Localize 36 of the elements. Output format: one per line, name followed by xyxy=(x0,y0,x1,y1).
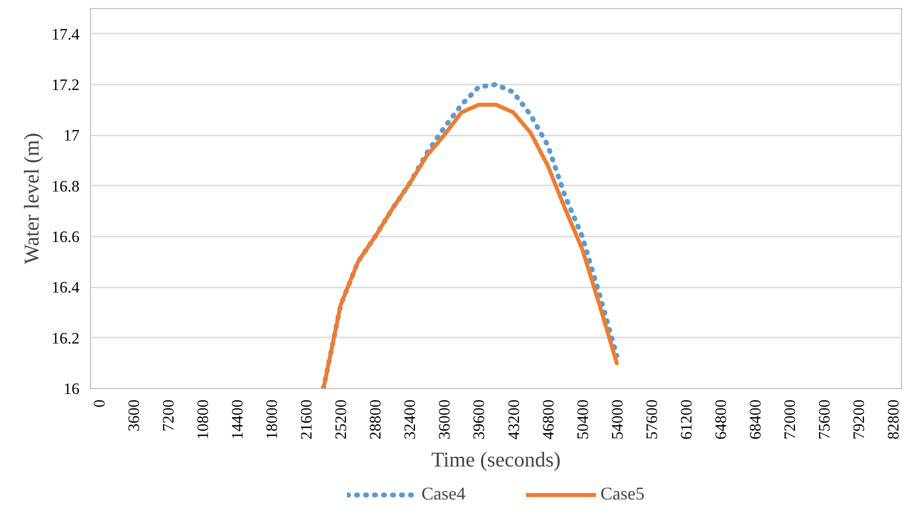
x-tick-label: 18000 xyxy=(264,400,282,440)
x-tick-label: 61200 xyxy=(678,400,696,440)
legend-label: Case5 xyxy=(600,484,644,504)
x-tick-label: 36000 xyxy=(436,400,454,440)
x-tick-label: 0 xyxy=(92,400,109,408)
x-tick-label: 21600 xyxy=(298,400,316,440)
y-tick-label: 16.4 xyxy=(52,280,80,297)
y-tick-label: 16.2 xyxy=(52,330,80,348)
x-tick-label: 68400 xyxy=(747,400,764,440)
y-tick-label: 17 xyxy=(64,128,80,145)
x-tick-label: 79200 xyxy=(850,400,868,440)
x-tick-label: 39600 xyxy=(471,400,488,440)
x-tick-label: 54000 xyxy=(609,400,626,440)
x-tick-label: 46800 xyxy=(540,400,558,440)
x-tick-label: 75600 xyxy=(816,400,834,440)
x-tick-label: 32400 xyxy=(402,400,420,440)
x-tick-label: 25200 xyxy=(333,400,350,440)
y-tick-label: 16.8 xyxy=(52,178,80,196)
x-tick-label: 10800 xyxy=(195,400,212,440)
y-tick-label: 17.2 xyxy=(52,77,80,94)
x-tick-label: 43200 xyxy=(506,400,523,440)
x-tick-label: 28800 xyxy=(368,400,385,440)
y-tick-label: 16.6 xyxy=(52,229,80,246)
legend-label: Case4 xyxy=(422,484,466,504)
x-tick-label: 14400 xyxy=(230,400,247,440)
x-tick-label: 64800 xyxy=(712,400,730,440)
x-axis-title: Time (seconds) xyxy=(431,448,561,472)
x-tick-label: 3600 xyxy=(126,400,144,432)
y-tick-label: 16 xyxy=(64,381,80,398)
x-tick-label: 72000 xyxy=(782,400,799,440)
y-tick-label: 17.4 xyxy=(52,26,80,44)
x-tick-label: 57600 xyxy=(644,400,661,440)
y-axis-title: Water level (m) xyxy=(20,132,44,264)
x-tick-label: 7200 xyxy=(160,400,178,432)
x-tick-label: 50400 xyxy=(574,400,592,440)
x-tick-label: 82800 xyxy=(885,400,902,440)
